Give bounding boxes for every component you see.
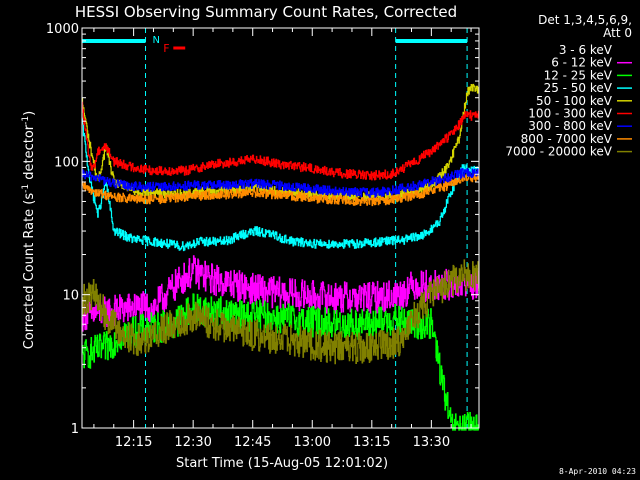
- x-tick-label: 12:45: [234, 435, 271, 450]
- y-axis-label-main: Corrected Count Rate (s: [22, 193, 37, 350]
- chart-title: HESSI Observing Summary Count Rates, Cor…: [75, 3, 457, 21]
- legend-label: 25 - 50 keV: [544, 81, 613, 95]
- x-axis-label: Start Time (15-Aug-05 12:01:02): [176, 456, 388, 471]
- legend-header-line-2: Att 0: [603, 26, 632, 40]
- y-tick-label: 10: [62, 289, 79, 304]
- y-axis-label-sup2: -1: [21, 116, 31, 125]
- night-flare-annotations: NF: [82, 28, 468, 428]
- series-line: [81, 259, 480, 365]
- y-axis-label-mid: detector: [22, 124, 37, 184]
- plot-frame: [81, 27, 480, 429]
- series-line: [81, 172, 480, 207]
- legend-label: 3 - 6 keV: [559, 43, 613, 57]
- night-label: N: [153, 35, 160, 46]
- y-axis-label: Corrected Count Rate (s-1 detector-1): [21, 111, 37, 349]
- legend-label: 300 - 800 keV: [528, 119, 612, 133]
- x-tick-label: 13:30: [413, 435, 450, 450]
- legend-label: 12 - 25 keV: [544, 68, 613, 82]
- y-tick-label: 1000: [46, 22, 79, 37]
- series-line: [81, 255, 480, 332]
- y-axis-label-sup1: -1: [21, 184, 31, 193]
- legend-label: 50 - 100 keV: [536, 94, 613, 108]
- legend-label: 7000 - 20000 keV: [505, 145, 612, 159]
- y-tick-label: 1: [71, 422, 79, 437]
- legend-label: 100 - 300 keV: [528, 107, 612, 121]
- generation-timestamp: 8-Apr-2010 04:23: [559, 467, 636, 476]
- y-tick-label: 100: [54, 155, 79, 170]
- series-line: [81, 101, 480, 181]
- x-tick-label: 12:15: [115, 435, 152, 450]
- series-line: [81, 117, 480, 252]
- legend-header-line-1: Det 1,3,4,5,6,9,: [538, 13, 632, 27]
- axis-ticks: 12:15 12:30 12:45 13:00 13:15 13:30 1 10 100 1000: [46, 22, 479, 450]
- legend-label: 800 - 7000 keV: [521, 132, 613, 146]
- x-tick-label: 13:00: [294, 435, 331, 450]
- x-tick-label: 12:30: [174, 435, 211, 450]
- y-axis-label-end: ): [22, 111, 37, 116]
- x-tick-label: 13:15: [353, 435, 390, 450]
- flare-label: F: [163, 42, 169, 55]
- series-line: [81, 168, 480, 198]
- legend-label: 6 - 12 keV: [551, 56, 613, 70]
